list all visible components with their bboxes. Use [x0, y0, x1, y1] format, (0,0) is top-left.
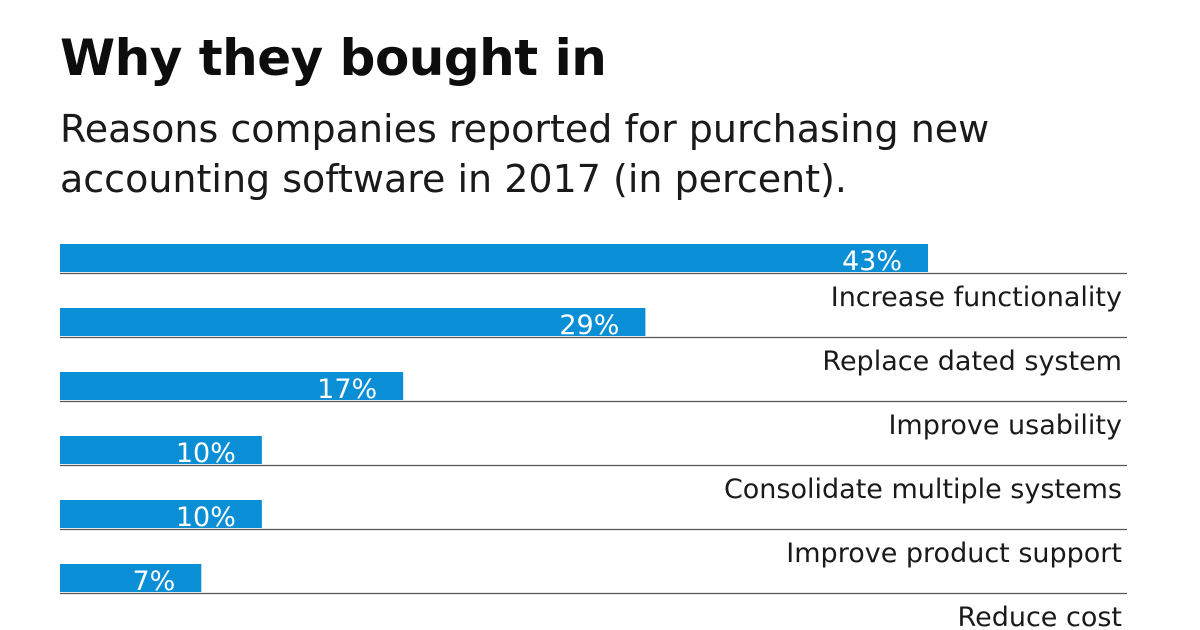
- bar-value-label: 10%: [176, 502, 236, 533]
- bar: [60, 244, 928, 272]
- bar-value-label: 7%: [132, 566, 175, 597]
- bar: [60, 372, 404, 400]
- bar: [60, 564, 202, 592]
- category-label: Reduce cost: [958, 602, 1122, 630]
- chart-title: Why they bought in: [60, 29, 607, 87]
- category-label: Consolidate multiple systems: [724, 474, 1122, 505]
- category-label: Replace dated system: [822, 346, 1122, 377]
- bar: [60, 436, 262, 464]
- category-label: Improve product support: [786, 538, 1122, 569]
- category-label: Improve usability: [888, 410, 1122, 441]
- category-label: Increase functionality: [831, 282, 1122, 313]
- bar-value-label: 10%: [176, 438, 236, 469]
- chart-subtitle: Reasons companies reported for purchasin…: [60, 107, 990, 201]
- bar-value-label: 29%: [559, 310, 619, 341]
- bar: [60, 500, 262, 528]
- bar: [60, 308, 646, 336]
- bar-value-label: 43%: [842, 246, 902, 277]
- bar-value-label: 17%: [317, 374, 377, 405]
